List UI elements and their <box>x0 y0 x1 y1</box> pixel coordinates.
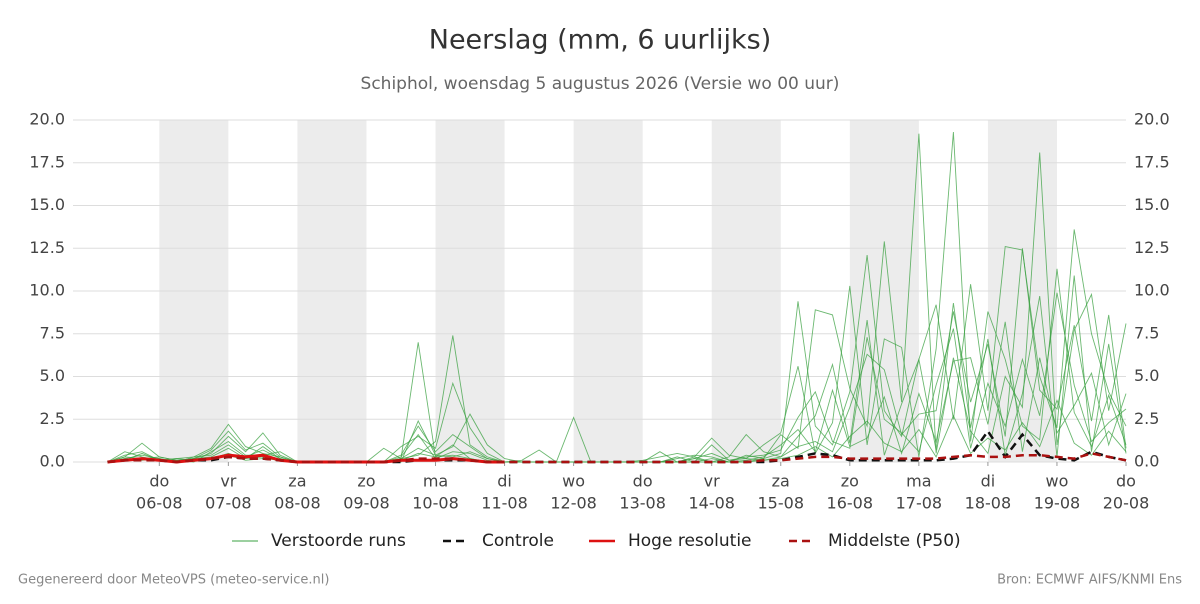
x-tick-weekday: zo <box>841 472 859 491</box>
legend-label: Verstoorde runs <box>271 531 406 551</box>
y-tick-label-right: 2.5 <box>1134 409 1159 428</box>
y-tick-label-right: 15.0 <box>1134 195 1170 214</box>
y-tick-label-right: 10.0 <box>1134 281 1170 300</box>
y-tick-label-right: 0.0 <box>1134 452 1159 471</box>
y-tick-label: 17.5 <box>29 152 65 171</box>
x-tick-weekday: vr <box>220 472 236 491</box>
x-tick-weekday: ma <box>423 472 448 491</box>
x-tick-weekday: di <box>981 472 996 491</box>
y-tick-label: 0.0 <box>40 452 65 471</box>
x-tick-label: 18-08 <box>965 494 1012 513</box>
y-tick-label-right: 12.5 <box>1134 238 1170 257</box>
x-tick-label: 09-08 <box>343 494 390 513</box>
y-tick-label: 7.5 <box>40 323 65 342</box>
y-tick-label: 5.0 <box>40 366 65 385</box>
x-tick-label: 20-08 <box>1103 494 1150 513</box>
x-tick-weekday: do <box>633 472 653 491</box>
x-tick-weekday: do <box>1116 472 1136 491</box>
y-tick-label-right: 17.5 <box>1134 152 1170 171</box>
y-tick-label-right: 5.0 <box>1134 366 1159 385</box>
y-tick-label: 10.0 <box>29 281 65 300</box>
x-tick-label: 11-08 <box>481 494 528 513</box>
y-tick-label-right: 20.0 <box>1134 110 1170 129</box>
y-tick-label: 20.0 <box>29 110 65 129</box>
x-tick-label: 07-08 <box>205 494 252 513</box>
legend-label: Hoge resolutie <box>628 531 752 551</box>
x-tick-weekday: do <box>149 472 169 491</box>
y-tick-label: 12.5 <box>29 238 65 257</box>
x-tick-label: 17-08 <box>896 494 943 513</box>
chart-subtitle: Schiphol, woensdag 5 augustus 2026 (Vers… <box>361 74 840 94</box>
x-tick-label: 15-08 <box>758 494 805 513</box>
x-tick-label: 14-08 <box>688 494 735 513</box>
x-tick-weekday: ma <box>906 472 931 491</box>
x-tick-weekday: wo <box>562 472 585 491</box>
x-tick-label: 10-08 <box>412 494 459 513</box>
x-tick-weekday: za <box>772 472 790 491</box>
x-tick-weekday: wo <box>1046 472 1069 491</box>
x-tick-label: 16-08 <box>827 494 874 513</box>
x-tick-weekday: di <box>497 472 512 491</box>
legend-label: Controle <box>482 531 554 551</box>
x-tick-label: 13-08 <box>619 494 666 513</box>
x-tick-label: 08-08 <box>274 494 321 513</box>
y-tick-label: 15.0 <box>29 195 65 214</box>
legend-label: Middelste (P50) <box>828 531 961 551</box>
x-tick-weekday: za <box>288 472 306 491</box>
y-tick-label: 2.5 <box>40 409 65 428</box>
x-tick-weekday: zo <box>357 472 375 491</box>
y-tick-label-right: 7.5 <box>1134 323 1159 342</box>
x-tick-label: 06-08 <box>136 494 183 513</box>
x-tick-label: 12-08 <box>550 494 597 513</box>
series-line <box>107 452 1127 464</box>
footer-right: Bron: ECMWF AIFS/KNMI Ens <box>997 573 1182 588</box>
chart-title: Neerslag (mm, 6 uurlijks) <box>429 25 771 56</box>
x-tick-label: 19-08 <box>1034 494 1081 513</box>
x-tick-weekday: vr <box>704 472 720 491</box>
footer-left: Gegenereerd door MeteoVPS (meteo-service… <box>18 573 329 588</box>
